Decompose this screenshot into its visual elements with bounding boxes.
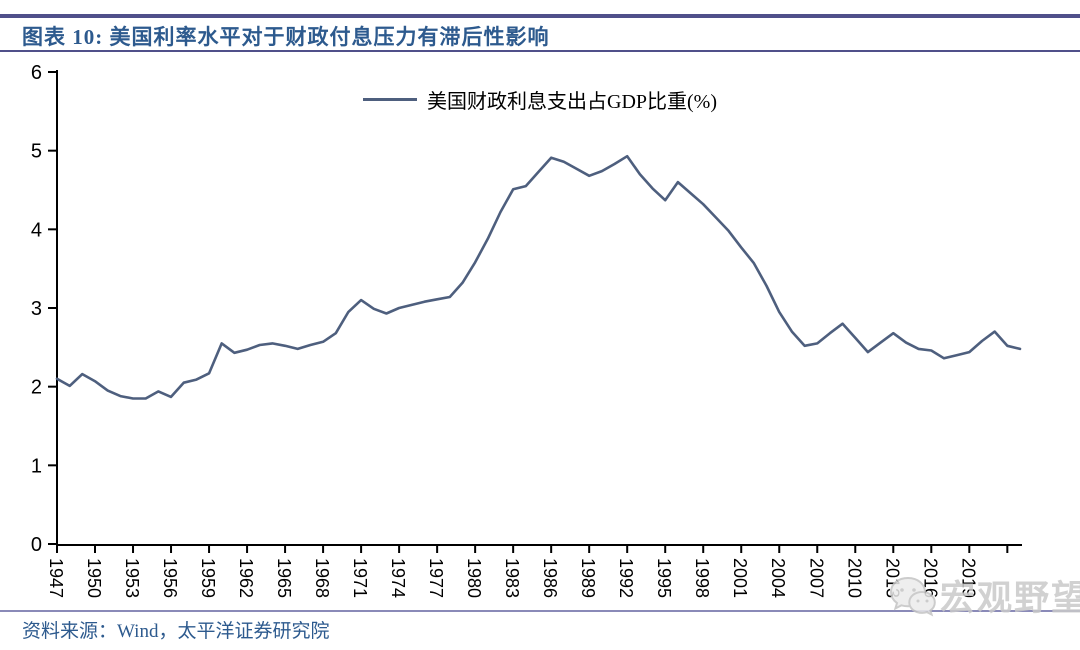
y-tick-label: 5 bbox=[31, 141, 42, 163]
x-tick-label: 1971 bbox=[350, 558, 370, 598]
source-note: 资料来源：Wind，太平洋证券研究院 bbox=[22, 621, 330, 642]
x-tick-label: 1983 bbox=[502, 558, 522, 598]
y-tick-label: 2 bbox=[31, 377, 42, 399]
series-line bbox=[55, 154, 1022, 400]
x-tick-label: 1959 bbox=[198, 558, 218, 598]
y-tick-label: 6 bbox=[31, 62, 42, 84]
legend-line-swatch bbox=[363, 98, 417, 101]
accent-bar-top bbox=[0, 14, 1080, 18]
x-tick-label: 1989 bbox=[578, 558, 598, 598]
x-tick-label: 1962 bbox=[236, 558, 256, 598]
x-tick-label: 2019 bbox=[958, 558, 978, 598]
footer-divider bbox=[0, 610, 1080, 612]
y-tick-label: 3 bbox=[31, 298, 42, 320]
y-tick-label: 4 bbox=[31, 219, 42, 241]
legend-label: 美国财政利息支出占GDP比重(%) bbox=[427, 91, 717, 113]
legend: 美国财政利息支出占GDP比重(%) bbox=[363, 85, 717, 114]
x-tick-label: 1998 bbox=[692, 558, 712, 598]
x-tick-label: 1986 bbox=[540, 558, 560, 598]
x-tick-label: 2013 bbox=[882, 558, 902, 598]
y-tick-label: 0 bbox=[31, 534, 42, 556]
x-tick-label: 2016 bbox=[920, 558, 940, 598]
x-tick-label: 1947 bbox=[46, 558, 66, 598]
x-tick-label: 2004 bbox=[768, 558, 788, 598]
x-tick-label: 1995 bbox=[654, 558, 674, 598]
x-tick-label: 2007 bbox=[806, 558, 826, 598]
x-tick-label: 1953 bbox=[122, 558, 142, 598]
x-tick-label: 2001 bbox=[730, 558, 750, 598]
x-tick-label: 1956 bbox=[160, 558, 180, 598]
figure-title: 图表 10: 美国利率水平对于财政付息压力有滞后性影响 bbox=[22, 25, 550, 49]
x-tick-label: 1968 bbox=[312, 558, 332, 598]
x-tick-label: 1980 bbox=[464, 558, 484, 598]
x-tick-label: 1950 bbox=[84, 558, 104, 598]
y-tick-label: 1 bbox=[31, 455, 42, 477]
x-tick-label: 2010 bbox=[844, 558, 864, 598]
x-tick-label: 1965 bbox=[274, 558, 294, 598]
x-tick-label: 1977 bbox=[426, 558, 446, 598]
title-divider bbox=[0, 50, 1080, 52]
x-tick-label: 1992 bbox=[616, 558, 636, 598]
x-tick-label: 1974 bbox=[388, 558, 408, 598]
